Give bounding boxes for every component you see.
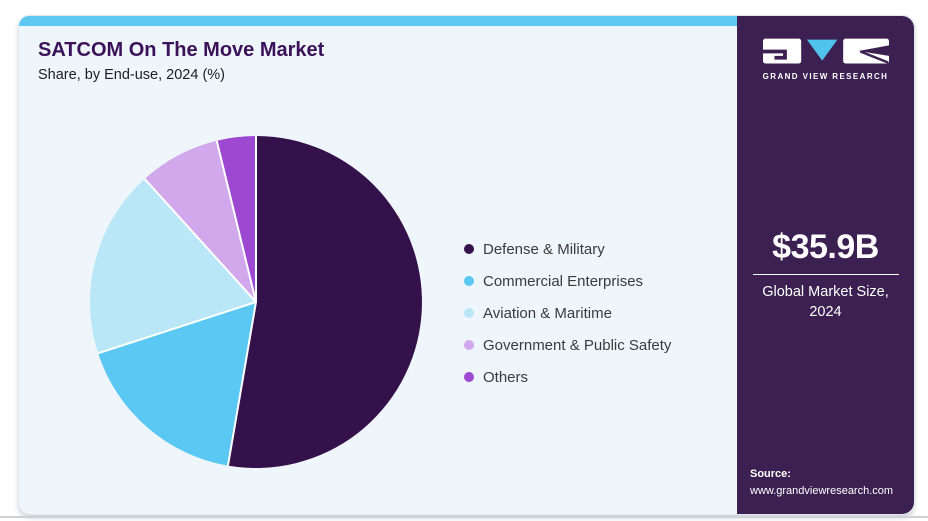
pie-slice-0	[227, 136, 422, 468]
pie-chart	[89, 136, 422, 468]
brand-logo: GRAND VIEW RESEARCH	[737, 38, 914, 81]
legend-dot-icon	[464, 276, 474, 286]
legend-item: Commercial Enterprises	[464, 265, 671, 297]
page-subtitle: Share, by End-use, 2024 (%)	[38, 67, 225, 83]
legend-item: Aviation & Maritime	[464, 297, 671, 329]
legend-item: Others	[464, 361, 671, 393]
brand-sidebar: GRAND VIEW RESEARCH $35.9B Global Market…	[737, 16, 914, 514]
source-url: www.grandviewresearch.com	[750, 484, 894, 497]
chart-legend: Defense & Military Commercial Enterprises…	[464, 233, 671, 393]
market-size-block: $35.9B Global Market Size, 2024	[737, 228, 914, 322]
market-size-label: Global Market Size, 2024	[762, 284, 889, 320]
source-label: Source:	[750, 468, 791, 480]
legend-label: Others	[483, 368, 529, 386]
legend-item: Government & Public Safety	[464, 329, 671, 361]
legend-label: Commercial Enterprises	[483, 272, 644, 290]
gvr-logo-icon	[762, 38, 889, 64]
source-block: Source: www.grandviewresearch.com	[750, 466, 893, 499]
legend-dot-icon	[464, 372, 474, 382]
legend-label: Defense & Military	[483, 240, 605, 258]
pie-slice-separator	[215, 140, 257, 303]
top-accent-bar	[19, 16, 739, 26]
legend-label: Aviation & Maritime	[483, 304, 612, 322]
page-bottom-divider	[0, 516, 928, 518]
pie-slice-2	[89, 178, 256, 354]
market-size-value: $35.9B	[772, 228, 879, 266]
pie-slice-1	[98, 302, 257, 466]
divider	[752, 274, 899, 275]
brand-name: GRAND VIEW RESEARCH	[762, 72, 889, 81]
legend-dot-icon	[464, 308, 474, 318]
legend-item: Defense & Military	[464, 233, 671, 265]
pie-slice-separator	[226, 301, 257, 466]
pie-slice-separator	[97, 301, 257, 355]
page-title: SATCOM On The Move Market	[38, 39, 325, 61]
legend-dot-icon	[464, 244, 474, 254]
pie-slice-3	[144, 140, 256, 302]
infographic-card: SATCOM On The Move Market Share, by End-…	[18, 15, 915, 515]
legend-dot-icon	[464, 340, 474, 350]
pie-slice-separator	[143, 178, 257, 303]
legend-label: Government & Public Safety	[483, 336, 672, 354]
